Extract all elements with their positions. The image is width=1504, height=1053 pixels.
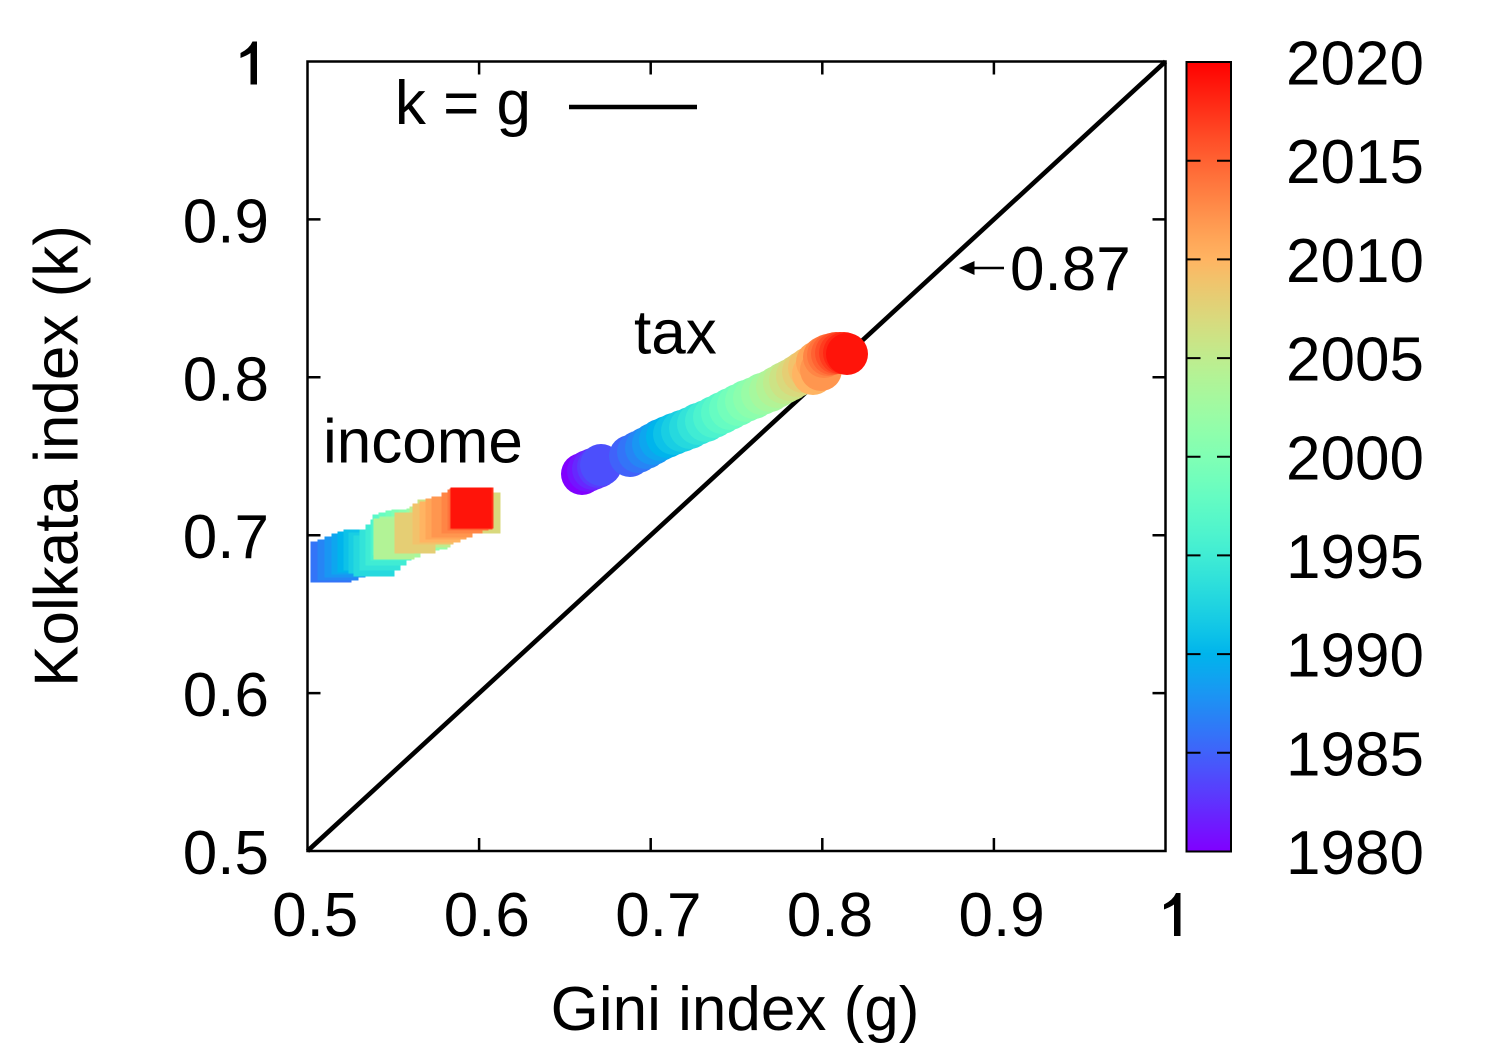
svg-text:2020: 2020 <box>1286 30 1424 99</box>
svg-text:1980: 1980 <box>1286 819 1424 888</box>
svg-text:0.5: 0.5 <box>183 819 269 888</box>
svg-text:1985: 1985 <box>1286 720 1424 789</box>
svg-text:Kolkata index (k): Kolkata index (k) <box>23 225 92 687</box>
svg-text:1995: 1995 <box>1286 523 1424 592</box>
svg-text:0.87: 0.87 <box>1010 235 1131 304</box>
svg-text:0.8: 0.8 <box>183 345 269 414</box>
svg-text:tax: tax <box>634 299 717 368</box>
svg-text:0.9: 0.9 <box>958 881 1044 950</box>
svg-text:0.7: 0.7 <box>183 503 269 572</box>
svg-text:income: income <box>323 408 523 477</box>
svg-text:1990: 1990 <box>1286 622 1424 691</box>
svg-text:0.9: 0.9 <box>183 187 269 256</box>
svg-text:k = g: k = g <box>395 69 531 138</box>
svg-text:2005: 2005 <box>1286 326 1424 395</box>
svg-text:2000: 2000 <box>1286 424 1424 493</box>
svg-text:Gini index (g): Gini index (g) <box>551 975 920 1044</box>
svg-text:0.6: 0.6 <box>444 881 530 950</box>
svg-text:2015: 2015 <box>1286 128 1424 197</box>
svg-text:0.6: 0.6 <box>183 661 269 730</box>
svg-text:0.5: 0.5 <box>272 881 358 950</box>
svg-text:0.8: 0.8 <box>787 881 873 950</box>
svg-text:0.7: 0.7 <box>615 881 701 950</box>
svg-text:2010: 2010 <box>1286 227 1424 296</box>
